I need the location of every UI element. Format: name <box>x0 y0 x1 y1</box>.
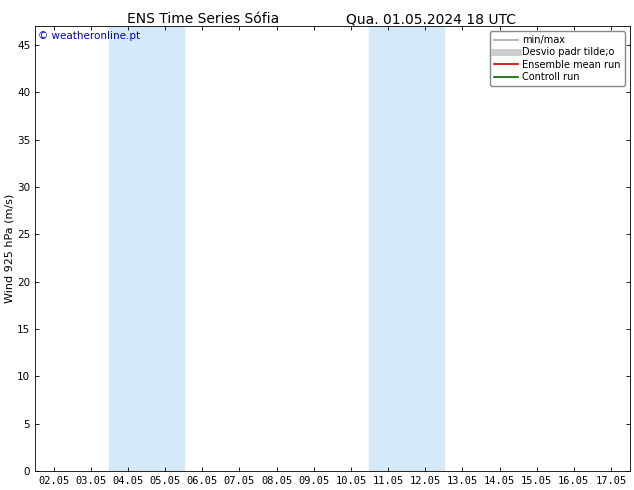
Bar <box>110 26 184 471</box>
Text: © weatheronline.pt: © weatheronline.pt <box>38 31 140 41</box>
Y-axis label: Wind 925 hPa (m/s): Wind 925 hPa (m/s) <box>4 194 14 303</box>
Text: ENS Time Series Sófia: ENS Time Series Sófia <box>127 12 279 26</box>
Text: Qua. 01.05.2024 18 UTC: Qua. 01.05.2024 18 UTC <box>346 12 516 26</box>
Legend: min/max, Desvio padr tilde;o, Ensemble mean run, Controll run: min/max, Desvio padr tilde;o, Ensemble m… <box>490 31 624 86</box>
Bar <box>370 26 444 471</box>
